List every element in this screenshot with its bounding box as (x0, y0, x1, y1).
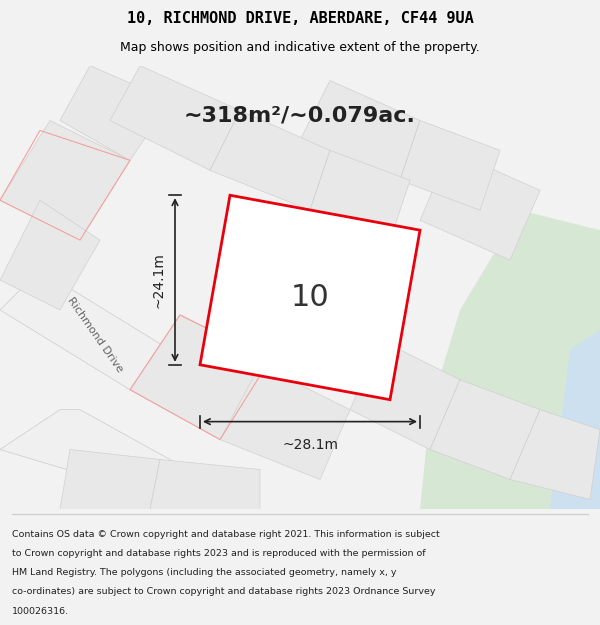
Polygon shape (420, 151, 540, 260)
Polygon shape (130, 315, 270, 439)
Text: 100026316.: 100026316. (12, 606, 69, 616)
Polygon shape (300, 81, 420, 180)
Text: ~28.1m: ~28.1m (282, 438, 338, 452)
Polygon shape (400, 121, 500, 210)
Polygon shape (0, 409, 260, 509)
Polygon shape (350, 340, 460, 449)
Text: Map shows position and indicative extent of the property.: Map shows position and indicative extent… (120, 41, 480, 54)
Polygon shape (550, 330, 600, 509)
Polygon shape (0, 121, 130, 240)
Polygon shape (420, 210, 600, 509)
Text: to Crown copyright and database rights 2023 and is reproduced with the permissio: to Crown copyright and database rights 2… (12, 549, 425, 558)
Polygon shape (150, 459, 260, 509)
Text: ~318m²/~0.079ac.: ~318m²/~0.079ac. (184, 106, 416, 126)
Polygon shape (200, 195, 420, 399)
Polygon shape (510, 409, 600, 499)
Text: Contains OS data © Crown copyright and database right 2021. This information is : Contains OS data © Crown copyright and d… (12, 530, 440, 539)
Polygon shape (210, 111, 330, 210)
Text: 10: 10 (290, 283, 329, 312)
Text: co-ordinates) are subject to Crown copyright and database rights 2023 Ordnance S: co-ordinates) are subject to Crown copyr… (12, 588, 436, 596)
Text: 10, RICHMOND DRIVE, ABERDARE, CF44 9UA: 10, RICHMOND DRIVE, ABERDARE, CF44 9UA (127, 11, 473, 26)
Polygon shape (310, 151, 410, 240)
Polygon shape (0, 270, 170, 390)
Polygon shape (60, 449, 160, 509)
Text: Richmond Drive: Richmond Drive (65, 296, 125, 374)
Polygon shape (430, 380, 540, 479)
Polygon shape (60, 66, 170, 161)
Polygon shape (110, 66, 240, 171)
Text: ~24.1m: ~24.1m (151, 252, 165, 308)
Polygon shape (0, 200, 100, 310)
Text: HM Land Registry. The polygons (including the associated geometry, namely x, y: HM Land Registry. The polygons (includin… (12, 568, 397, 578)
Polygon shape (220, 365, 350, 479)
